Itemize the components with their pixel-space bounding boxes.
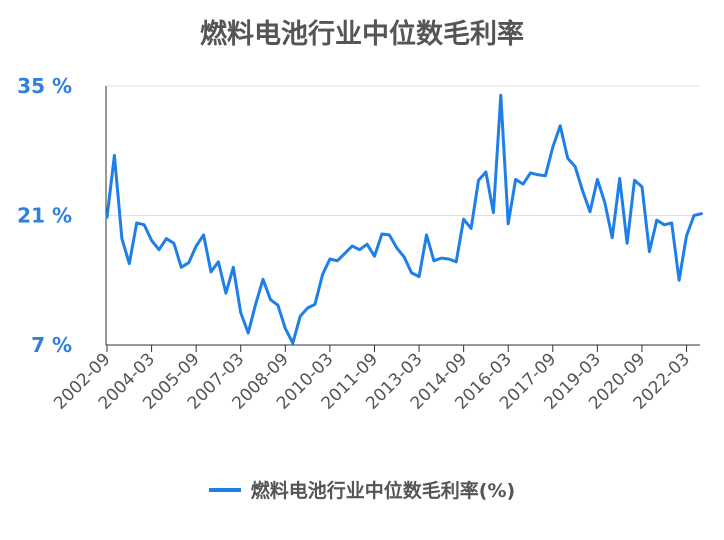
legend-label: 燃料电池行业中位数毛利率(%) [250, 480, 516, 502]
y-tick-label: 35 % [17, 74, 72, 98]
chart-title: 燃料电池行业中位数毛利率 [200, 19, 524, 50]
line-layer [105, 93, 703, 345]
y-tick-label: 7 % [31, 333, 72, 357]
grid-layer [106, 85, 700, 346]
legend-swatch [208, 487, 241, 492]
legend: 燃料电池行业中位数毛利率(%) [0, 476, 724, 503]
axis-layer [105, 86, 700, 352]
series-line [105, 93, 703, 345]
y-tick-label: 21 % [17, 204, 72, 228]
label-layer: 35 %21 %7 %2002-092004-032005-092007-032… [17, 74, 694, 414]
